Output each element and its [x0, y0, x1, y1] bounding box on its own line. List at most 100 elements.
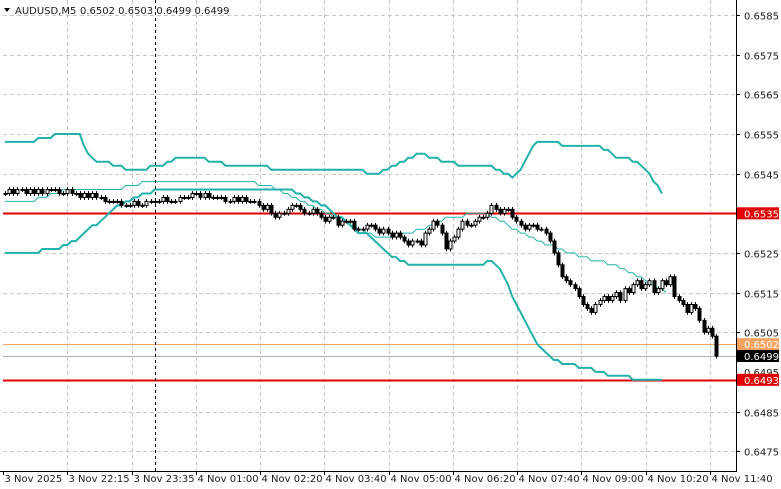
- candle-body-bearish: [682, 301, 685, 305]
- candle-body-bullish: [332, 217, 335, 218]
- ohlc-label: 0.6502 0.6503 0.6499 0.6499: [80, 6, 230, 17]
- candle-body-bullish: [341, 221, 344, 225]
- x-tick-label: 4 Nov 05:00: [391, 474, 452, 485]
- candle-body-bullish: [599, 301, 602, 305]
- bid-price-tag-label: 0.6499: [744, 352, 779, 363]
- candle-body-bearish: [245, 197, 248, 201]
- candle-body-bearish: [316, 209, 319, 213]
- candle-body-bullish: [416, 241, 419, 242]
- candle-body-bullish: [170, 201, 173, 202]
- candle-body-bullish: [449, 241, 452, 249]
- candle-body-bearish: [120, 201, 123, 205]
- candle-body-bullish: [266, 205, 269, 209]
- candle-body-bullish: [125, 205, 128, 206]
- candle-body-bullish: [432, 221, 435, 229]
- level-price-tag-label: 0.6493: [744, 376, 779, 387]
- candle-body-bullish: [669, 277, 672, 285]
- candle-body-bullish: [382, 229, 385, 233]
- candle-body-bearish: [698, 308, 701, 320]
- candle-body-bullish: [470, 225, 473, 226]
- candle-body-bearish: [262, 205, 265, 209]
- candle-body-bearish: [466, 221, 469, 225]
- candle-body-bearish: [520, 221, 523, 225]
- candle-body-bearish: [524, 225, 527, 229]
- x-tick-label: 4 Nov 01:00: [198, 474, 259, 485]
- candle-body-bullish: [424, 233, 427, 245]
- candle-body-bearish: [237, 197, 240, 201]
- candle-body-bearish: [58, 190, 61, 194]
- candle-body-bullish: [129, 205, 132, 206]
- candle-body-bearish: [628, 289, 631, 293]
- candle-body-bullish: [345, 221, 348, 222]
- candle-body-bullish: [707, 328, 710, 332]
- candle-body-bullish: [478, 217, 481, 221]
- candle-body-bullish: [21, 190, 24, 191]
- candle-body-bullish: [661, 281, 664, 289]
- candle-body-bearish: [87, 193, 90, 197]
- candle-body-bearish: [79, 193, 82, 197]
- candle-body-bullish: [50, 190, 53, 191]
- candle-body-bearish: [607, 297, 610, 301]
- candle-body-bearish: [678, 297, 681, 301]
- y-tick-label: 0.6485: [744, 409, 779, 420]
- candle-body-bearish: [553, 241, 556, 253]
- candle-body-bullish: [241, 197, 244, 201]
- candle-body-bearish: [549, 233, 552, 241]
- candle-body-bullish: [4, 193, 7, 194]
- candle-body-bullish: [191, 193, 194, 197]
- ask-price-tag-label: 0.6502: [744, 340, 779, 351]
- candle-body-bearish: [536, 225, 539, 229]
- candle-body-bullish: [62, 193, 65, 194]
- candle-body-bearish: [337, 217, 340, 225]
- x-tick-label: 4 Nov 07:40: [519, 474, 580, 485]
- candle-body-bearish: [403, 237, 406, 241]
- candle-body-bullish: [54, 190, 57, 191]
- candle-body-bearish: [104, 197, 107, 201]
- x-tick-label: 3 Nov 22:15: [69, 474, 130, 485]
- candle-body-bearish: [640, 281, 643, 289]
- y-tick-label: 0.6475: [744, 448, 779, 459]
- candle-body-bearish: [665, 281, 668, 285]
- candle-body-bullish: [183, 197, 186, 198]
- candle-body-bullish: [150, 201, 153, 202]
- candle-body-bullish: [349, 221, 352, 222]
- candle-body-bullish: [295, 205, 298, 206]
- candle-body-bullish: [187, 197, 190, 198]
- x-tick-label: 4 Nov 09:00: [583, 474, 644, 485]
- candle-body-bearish: [258, 201, 261, 205]
- x-tick-label: 4 Nov 11:40: [712, 474, 773, 485]
- candle-body-bullish: [657, 289, 660, 293]
- candle-body-bullish: [428, 229, 431, 233]
- candle-body-bearish: [33, 190, 36, 194]
- candle-body-bearish: [569, 281, 572, 285]
- candle-body-bearish: [703, 320, 706, 332]
- candle-body-bullish: [29, 190, 32, 194]
- x-tick-label: 3 Nov 2025: [5, 474, 63, 485]
- candle-body-bullish: [46, 190, 49, 194]
- candle-body-bullish: [540, 229, 543, 230]
- candle-body-bullish: [366, 225, 369, 229]
- candle-body-bearish: [565, 277, 568, 281]
- candle-body-bullish: [278, 213, 281, 217]
- candle-body-bearish: [353, 221, 356, 229]
- candle-body-bullish: [503, 209, 506, 213]
- x-tick-label: 3 Nov 23:35: [134, 474, 195, 485]
- candle-body-bearish: [715, 336, 718, 356]
- candle-body-bullish: [370, 225, 373, 226]
- candle-body-bullish: [83, 193, 86, 197]
- candle-body-bearish: [374, 225, 377, 229]
- candle-body-bearish: [270, 205, 273, 213]
- candle-body-bullish: [145, 201, 148, 205]
- candle-body-bearish: [71, 190, 74, 194]
- level-price-tag-label: 0.6535: [744, 209, 779, 220]
- y-tick-label: 0.6585: [744, 12, 779, 23]
- y-tick-label: 0.6555: [744, 131, 779, 142]
- candle-body-bullish: [287, 209, 290, 213]
- candle-body-bearish: [441, 225, 444, 233]
- candle-body-bullish: [220, 197, 223, 198]
- candle-body-bearish: [12, 190, 15, 194]
- candle-body-bullish: [507, 209, 510, 210]
- candle-body-bullish: [395, 233, 398, 237]
- candle-body-bullish: [291, 205, 294, 209]
